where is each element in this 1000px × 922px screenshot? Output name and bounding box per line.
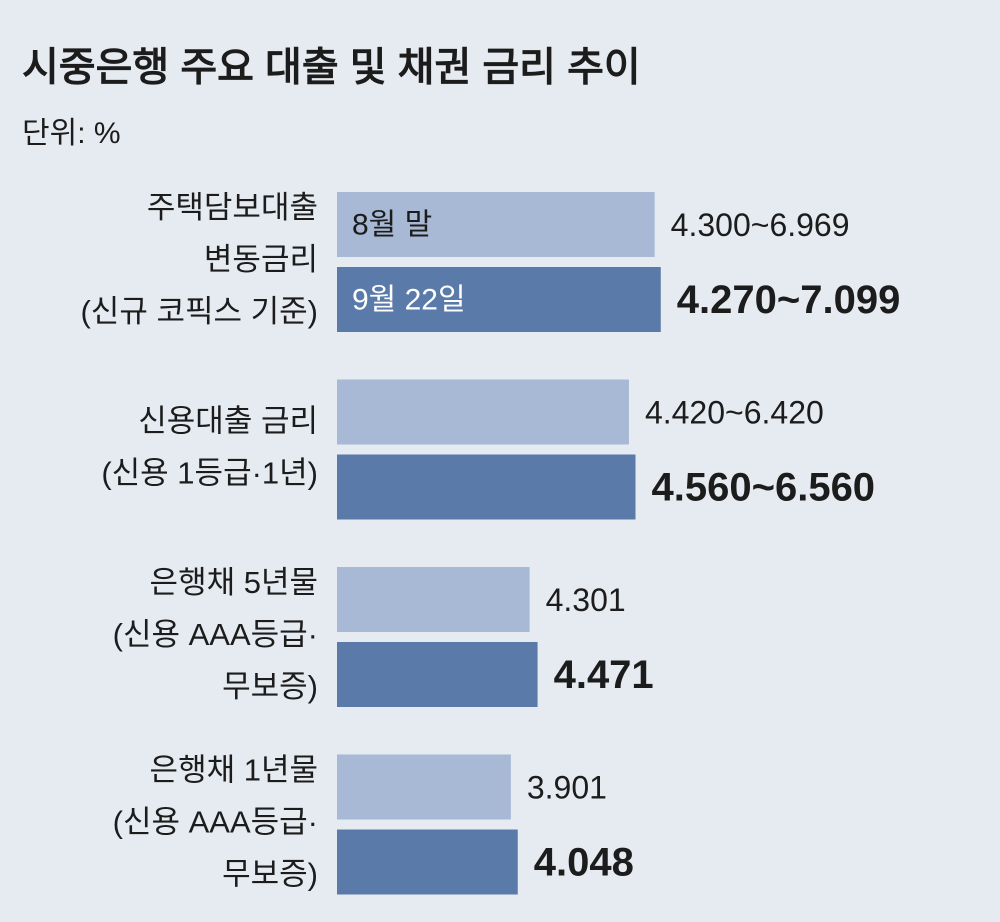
value-label: 4.048 [534,841,634,885]
category-label: 변동금리 [204,242,318,277]
value-label: 3.901 [527,769,607,805]
bar [337,829,518,895]
value-label: 4.300~6.969 [671,207,850,243]
bar [337,567,530,632]
legend-label: 9월 22일 [352,283,466,316]
category-label: (신용 AAA등급· [113,805,318,840]
bar [337,754,511,820]
value-label: 4.471 [554,653,654,697]
value-label: 4.270~7.099 [677,278,901,322]
subtitle: 단위: % [22,117,121,150]
category-label: (신용 1등급·1년) [101,456,318,491]
category-label: 무보증) [222,669,318,704]
value-label: 4.420~6.420 [645,394,824,430]
category-label: 은행채 5년물 [150,565,318,600]
category-label: 주택담보대출 [147,190,318,225]
legend-label: 8월 말 [352,208,432,241]
bar [337,642,538,707]
bar [337,454,636,520]
value-label: 4.560~6.560 [652,466,876,510]
bar [337,192,655,257]
chart-title: 시중은행 주요 대출 및 채권 금리 추이 [22,46,641,90]
value-label: 4.301 [546,582,626,618]
category-label: 무보증) [222,857,318,892]
bar [337,379,629,445]
category-label: 은행채 1년물 [150,753,318,788]
category-label: (신규 코픽스 기준) [80,294,318,329]
category-label: 신용대출 금리 [138,404,318,439]
bar [337,267,661,332]
category-label: (신용 AAA등급· [113,617,318,652]
